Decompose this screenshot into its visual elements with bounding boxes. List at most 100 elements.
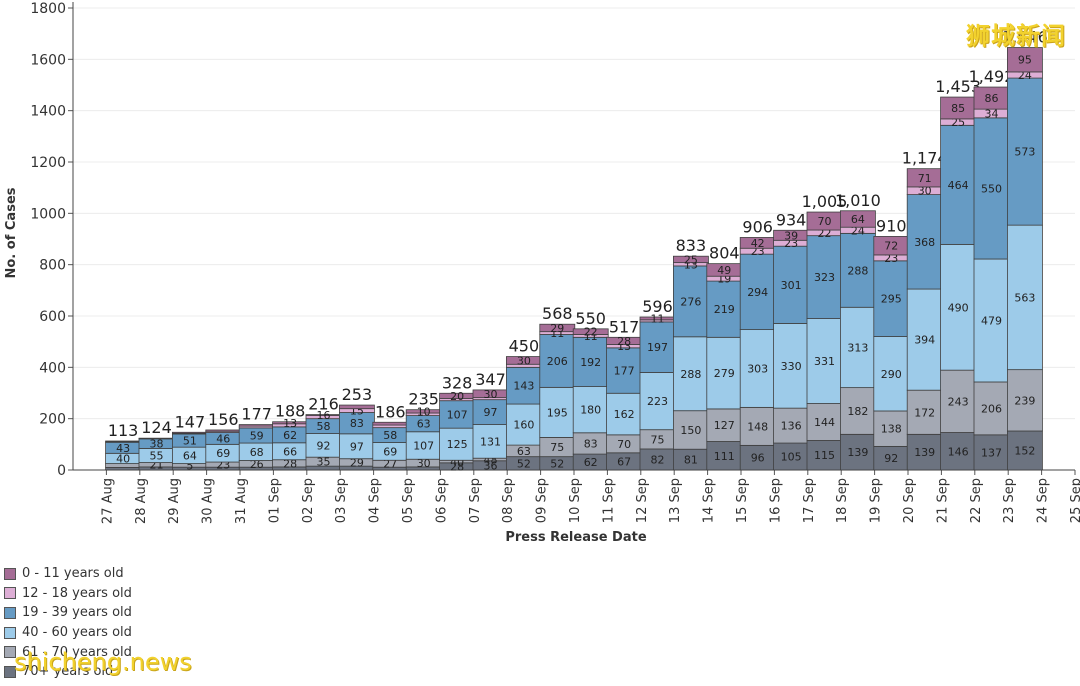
bar-segment xyxy=(806,403,843,441)
data-label: 279 xyxy=(714,367,735,380)
y-tick-label: 1600 xyxy=(30,52,66,68)
x-tick-label: 28 Aug xyxy=(134,478,149,524)
bar-segment xyxy=(906,194,943,290)
data-label: 82 xyxy=(651,453,665,466)
watermark-url: shicheng.news xyxy=(14,648,192,676)
bar-segment xyxy=(940,124,976,245)
y-tick-label: 1400 xyxy=(30,104,66,120)
total-label: 156 xyxy=(208,410,239,429)
total-label: 517 xyxy=(609,317,640,336)
data-label: 139 xyxy=(914,446,935,459)
bar-segment xyxy=(806,440,843,471)
data-label: 330 xyxy=(781,360,802,373)
total-label: 347 xyxy=(475,370,506,389)
x-tick-label: 02 Sep xyxy=(301,478,316,523)
data-label: 394 xyxy=(914,334,935,347)
data-label: 152 xyxy=(1014,444,1035,457)
data-label: 29 xyxy=(550,322,564,335)
data-label: 52 xyxy=(550,457,564,470)
legend-label: 0 - 11 years old xyxy=(22,566,124,582)
data-label: 115 xyxy=(814,449,835,462)
data-label: 97 xyxy=(484,406,498,419)
data-label: 22 xyxy=(584,326,598,339)
data-label: 288 xyxy=(847,264,868,277)
data-label: 28 xyxy=(617,335,631,348)
data-label: 331 xyxy=(814,355,835,368)
total-label: 1,646 xyxy=(1002,28,1048,47)
bar-segment xyxy=(205,429,242,432)
x-tick-label: 06 Sep xyxy=(434,478,449,523)
bar-segment xyxy=(1007,77,1043,226)
y-tick-label: 1000 xyxy=(30,206,66,222)
x-tick-label: 19 Sep xyxy=(869,478,884,523)
data-label: 75 xyxy=(550,441,564,454)
legend-item: 19 - 39 years old xyxy=(4,603,132,623)
data-label: 105 xyxy=(781,451,802,464)
data-label: 464 xyxy=(948,179,969,192)
data-label: 139 xyxy=(847,446,868,459)
data-label: 303 xyxy=(747,362,768,375)
bar-segment xyxy=(1007,224,1043,371)
data-label: 27 xyxy=(383,458,397,471)
data-label: 239 xyxy=(1014,394,1035,407)
data-label: 66 xyxy=(283,445,297,458)
data-label: 92 xyxy=(884,452,898,465)
data-label: 30 xyxy=(484,388,498,401)
data-label: 35 xyxy=(317,456,331,469)
y-tick-label: 1800 xyxy=(30,1,66,17)
bar-segment xyxy=(138,437,175,440)
data-label: 69 xyxy=(383,445,397,458)
x-axis-title: Press Release Date xyxy=(505,530,646,545)
bar-segment xyxy=(840,306,876,389)
y-tick-label: 200 xyxy=(39,412,66,428)
x-tick-label: 31 Aug xyxy=(234,478,249,524)
data-label: 368 xyxy=(914,236,935,249)
x-tick-label: 14 Sep xyxy=(702,478,717,523)
data-label: 58 xyxy=(317,420,331,433)
data-label: 182 xyxy=(847,405,868,418)
x-tick-label: 09 Sep xyxy=(535,478,550,523)
data-label: 69 xyxy=(216,447,230,460)
data-label: 39 xyxy=(784,229,798,242)
data-label: 55 xyxy=(150,449,164,462)
data-label: 137 xyxy=(981,446,1002,459)
y-tick-label: 600 xyxy=(39,309,66,325)
total-label: 1,453 xyxy=(935,77,981,96)
data-label: 68 xyxy=(250,446,264,459)
legend-item: 12 - 18 years old xyxy=(4,584,132,604)
data-label: 38 xyxy=(150,438,164,451)
bar-segment xyxy=(171,431,208,434)
data-label: 29 xyxy=(350,456,364,469)
bar-segment xyxy=(539,334,576,388)
data-label: 81 xyxy=(684,454,698,467)
bar-segment xyxy=(940,243,976,371)
bar-segment xyxy=(1007,47,1043,73)
bar-segment xyxy=(806,235,843,319)
x-tick-label: 20 Sep xyxy=(902,478,917,523)
x-tick-label: 04 Sep xyxy=(368,478,383,523)
data-label: 62 xyxy=(283,429,297,442)
data-label: 70 xyxy=(818,215,832,228)
y-tick-label: 400 xyxy=(39,360,66,376)
total-label: 906 xyxy=(742,217,773,236)
bar-segment xyxy=(840,210,876,228)
data-label: 138 xyxy=(881,423,902,436)
bar-segment xyxy=(1007,369,1043,432)
bar-segment xyxy=(873,410,910,447)
data-label: 30 xyxy=(417,457,431,470)
legend-label: 12 - 18 years old xyxy=(22,585,132,601)
total-label: 1,005 xyxy=(802,192,848,211)
data-label: 58 xyxy=(383,429,397,442)
data-label: 42 xyxy=(751,237,765,250)
data-label: 290 xyxy=(881,368,902,381)
legend-swatch xyxy=(4,587,16,600)
data-label: 195 xyxy=(547,406,568,419)
legend-swatch xyxy=(4,646,16,659)
data-label: 40 xyxy=(116,452,130,465)
bar-segment xyxy=(906,288,943,391)
bar-segment xyxy=(940,432,976,471)
x-tick-label: 12 Sep xyxy=(635,478,650,523)
data-label: 71 xyxy=(918,172,932,185)
x-tick-label: 18 Sep xyxy=(835,478,850,523)
data-label: 46 xyxy=(216,432,230,445)
